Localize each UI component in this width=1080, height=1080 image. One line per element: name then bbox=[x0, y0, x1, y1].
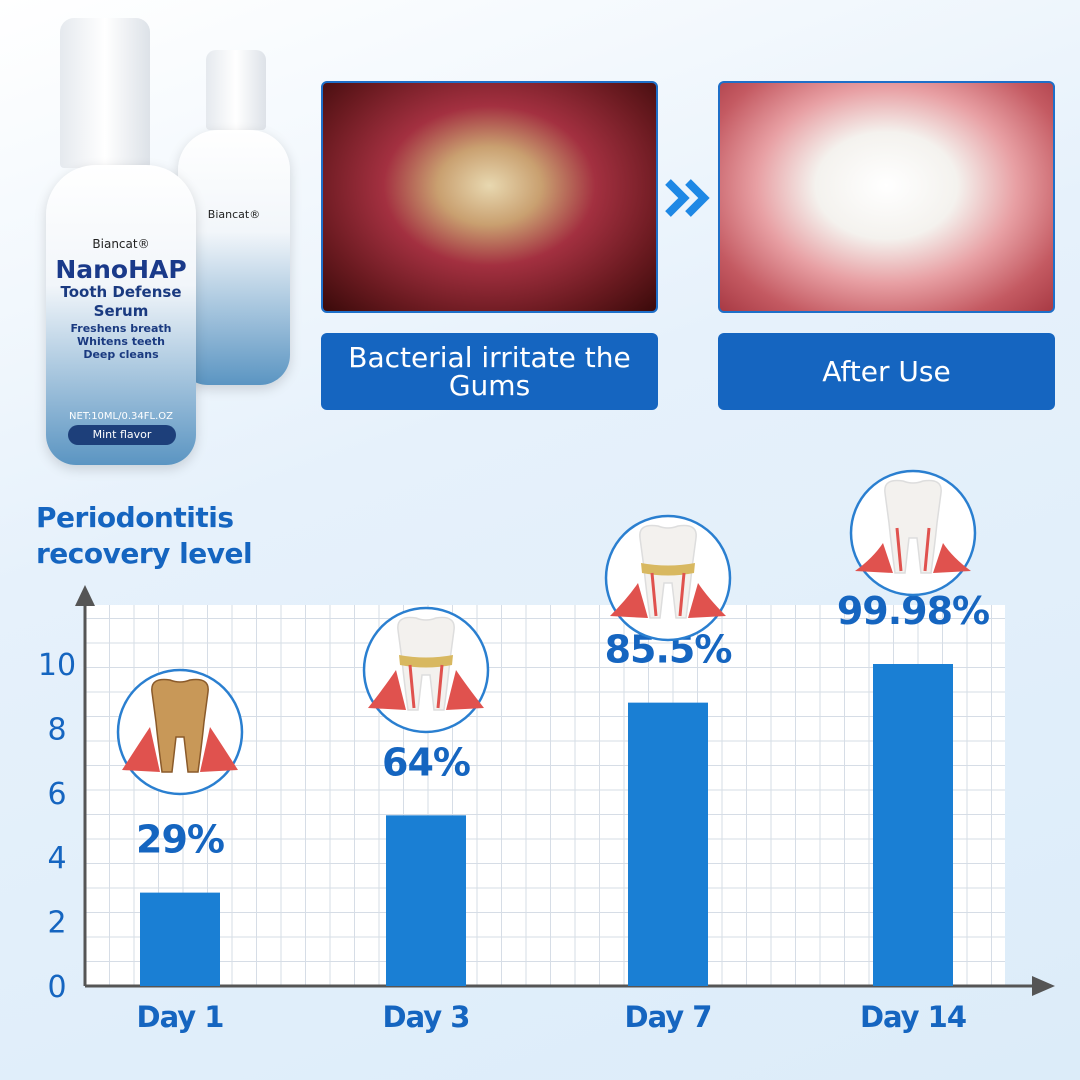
bar bbox=[140, 892, 220, 986]
y-tick-label: 10 bbox=[38, 648, 76, 683]
tooth-stage-icon bbox=[849, 469, 977, 597]
y-axis-arrow bbox=[75, 585, 95, 606]
product-subtitle: Serum bbox=[93, 302, 149, 320]
x-axis-arrow bbox=[1032, 976, 1055, 996]
flavor-badge: Mint flavor bbox=[68, 425, 176, 445]
data-label: 64% bbox=[382, 740, 470, 784]
data-label: 29% bbox=[136, 818, 224, 862]
x-tick-label: Day 1 bbox=[137, 1000, 224, 1034]
x-tick-label: Day 14 bbox=[860, 1000, 966, 1034]
brand: Biancat® bbox=[92, 237, 150, 251]
y-tick-label: 4 bbox=[47, 841, 66, 876]
product-name: NanoHAP bbox=[55, 255, 187, 284]
tooth-stage-icon bbox=[604, 514, 732, 642]
product-subtitle: Tooth Defense bbox=[60, 283, 182, 301]
y-tick-label: 8 bbox=[47, 712, 66, 747]
y-tick-label: 6 bbox=[47, 777, 66, 812]
y-tick-label: 0 bbox=[47, 970, 66, 1005]
data-label: 99.98% bbox=[837, 589, 989, 633]
after-caption: After Use bbox=[718, 333, 1055, 410]
bottle-cap bbox=[206, 50, 266, 130]
after-photo bbox=[718, 81, 1055, 313]
bottle-front: Biancat® NanoHAP Tooth Defense Serum Fre… bbox=[46, 165, 196, 465]
tooth-stage-icon bbox=[362, 606, 490, 734]
benefits: Freshens breath Whitens teeth Deep cleans bbox=[70, 322, 172, 361]
net-volume: NET:10ML/0.34FL.OZ bbox=[69, 411, 173, 422]
y-axis-title: Periodontitis recovery level bbox=[36, 501, 253, 570]
plot-area bbox=[85, 605, 1005, 986]
before-photo bbox=[321, 81, 658, 313]
before-caption: Bacterial irritate the Gums bbox=[321, 333, 658, 410]
bar bbox=[873, 664, 953, 986]
brand: Biancat® bbox=[207, 208, 261, 221]
x-tick-label: Day 7 bbox=[625, 1000, 712, 1034]
y-tick-label: 2 bbox=[47, 906, 66, 941]
bar bbox=[386, 815, 466, 986]
bottle-cap bbox=[60, 18, 150, 168]
bar bbox=[628, 702, 708, 986]
tooth-stage-icon bbox=[116, 668, 244, 796]
bottle-back: Biancat® bbox=[178, 130, 290, 385]
x-tick-label: Day 3 bbox=[383, 1000, 470, 1034]
double-chevron-right-icon bbox=[665, 179, 710, 217]
